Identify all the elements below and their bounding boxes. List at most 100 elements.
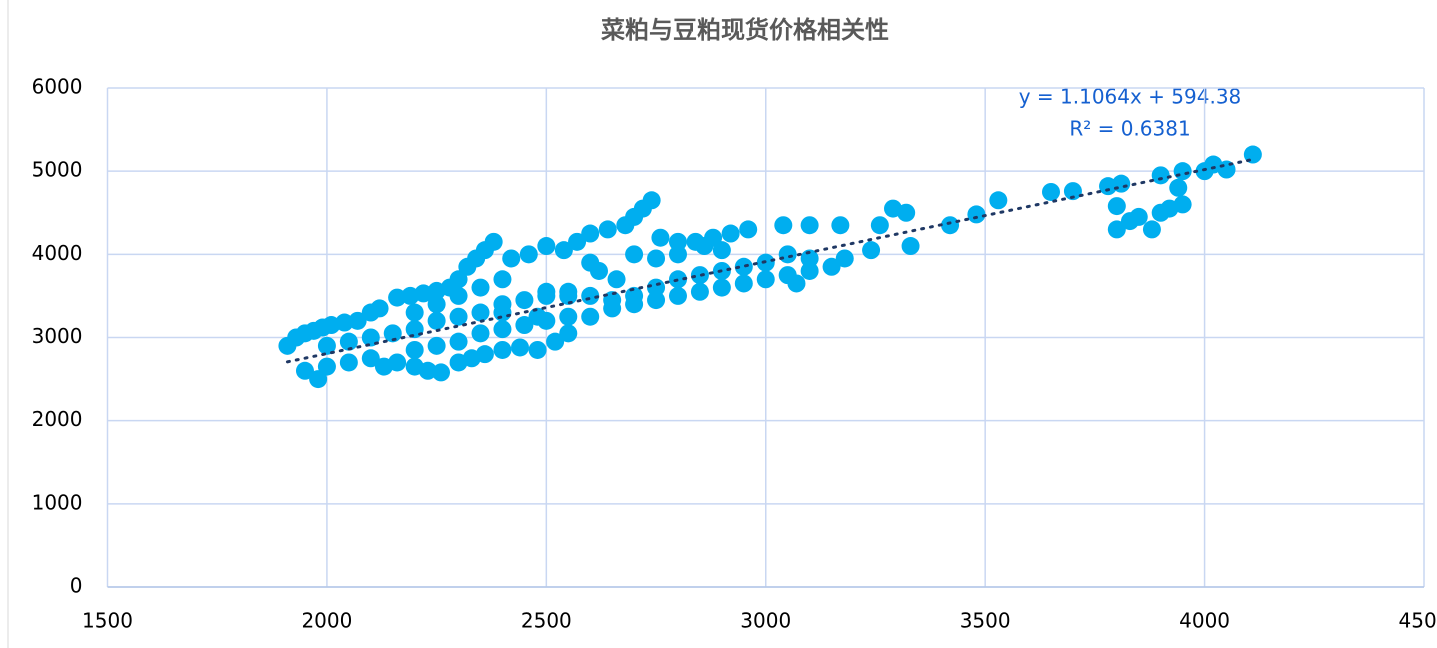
point [388, 288, 407, 307]
point [581, 224, 600, 243]
point [559, 286, 578, 305]
point [756, 270, 775, 289]
point [607, 270, 626, 289]
point [721, 224, 740, 243]
point [835, 249, 854, 268]
y-tick-label: 4000 [32, 241, 83, 265]
point [427, 295, 446, 314]
point [493, 270, 512, 289]
point [361, 349, 380, 368]
point [309, 370, 328, 389]
point [449, 332, 468, 351]
point [734, 257, 753, 276]
point [484, 232, 503, 251]
point [335, 313, 354, 332]
point [787, 274, 806, 293]
point [941, 216, 960, 235]
point [581, 307, 600, 326]
point [515, 291, 534, 310]
point [568, 232, 587, 251]
y-tick-label: 3000 [32, 324, 83, 348]
point [559, 307, 578, 326]
point [862, 241, 881, 260]
point [537, 282, 556, 301]
point [598, 220, 617, 239]
point [668, 245, 687, 264]
point [739, 220, 758, 239]
point [581, 286, 600, 305]
point [295, 361, 314, 380]
point [647, 249, 666, 268]
point [471, 278, 490, 297]
point [800, 261, 819, 280]
point [537, 237, 556, 256]
point [418, 361, 437, 380]
point [546, 332, 565, 351]
point [511, 338, 530, 357]
x-tick-label: 2000 [301, 609, 352, 633]
point [778, 245, 797, 264]
y-tick-label: 5000 [32, 158, 83, 182]
point [317, 357, 336, 376]
point [1063, 182, 1082, 201]
point [1151, 166, 1170, 185]
point [1169, 178, 1188, 197]
point [554, 241, 573, 260]
point [449, 286, 468, 305]
point [1112, 174, 1131, 193]
point [967, 205, 986, 224]
point [1041, 182, 1060, 201]
point [1142, 220, 1161, 239]
trendline [285, 157, 1255, 364]
point [690, 282, 709, 301]
point [515, 316, 534, 335]
point [405, 303, 424, 322]
point [897, 203, 916, 222]
point [370, 299, 389, 318]
point [651, 228, 670, 247]
x-tick-label: 4500 [1399, 609, 1437, 633]
point [427, 311, 446, 330]
point [734, 274, 753, 293]
point [1129, 207, 1148, 226]
point [589, 261, 608, 280]
point [405, 320, 424, 339]
point [528, 340, 547, 359]
point [471, 303, 490, 322]
point [625, 245, 644, 264]
point [989, 191, 1008, 210]
point [774, 216, 793, 235]
point [559, 324, 578, 343]
x-tick-label: 2500 [521, 609, 572, 633]
y-tick-label: 6000 [32, 75, 83, 99]
point [475, 345, 494, 364]
points [278, 145, 1262, 389]
point [502, 249, 521, 268]
trend-r-squared: R² = 0.6381 [1069, 117, 1190, 141]
point [712, 241, 731, 260]
point [1173, 195, 1192, 214]
point [800, 249, 819, 268]
y-tick-label: 0 [70, 574, 83, 598]
point [1107, 197, 1126, 216]
point [493, 303, 512, 322]
point [870, 216, 889, 235]
point [493, 340, 512, 359]
y-tick-label: 1000 [32, 490, 83, 514]
point [647, 291, 666, 310]
point [339, 353, 358, 372]
point [348, 311, 367, 330]
point [339, 332, 358, 351]
point [695, 237, 714, 256]
point [1107, 220, 1126, 239]
x-tick-label: 1500 [82, 609, 133, 633]
point [831, 216, 850, 235]
point [1173, 162, 1192, 181]
point [528, 307, 547, 326]
point [901, 237, 920, 256]
point [800, 216, 819, 235]
point [388, 353, 407, 372]
point [383, 324, 402, 343]
point [449, 270, 468, 289]
